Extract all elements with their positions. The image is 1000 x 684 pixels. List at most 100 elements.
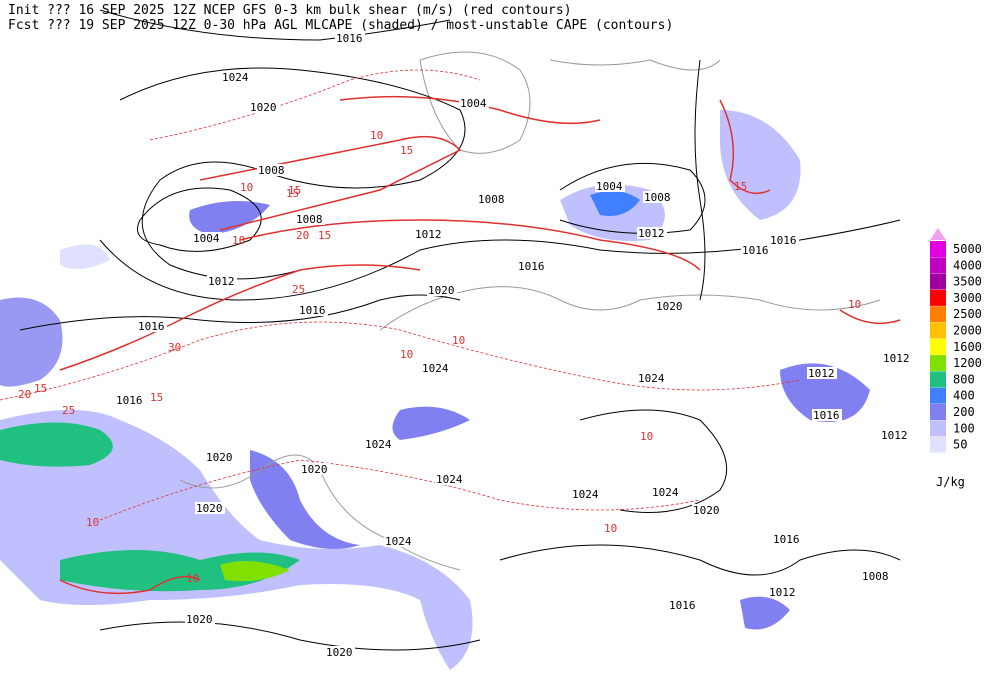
label-bg xyxy=(300,463,330,475)
label-bg xyxy=(295,213,325,225)
label-bg xyxy=(427,284,457,296)
pressure-label: 1008 xyxy=(478,193,505,206)
pressure-label: 1024 xyxy=(222,71,249,84)
legend-label: 3000 xyxy=(953,291,982,305)
label-bg xyxy=(364,438,394,450)
pressure-label: 1020 xyxy=(656,300,683,313)
label-bg xyxy=(517,260,547,272)
pressure-label: 1024 xyxy=(365,438,392,451)
pressure-label: 1016 xyxy=(770,234,797,247)
label-bg xyxy=(861,570,891,582)
label-bg xyxy=(325,646,355,658)
legend-swatch xyxy=(930,306,946,323)
label-bg xyxy=(651,486,681,498)
pressure-label: 1012 xyxy=(638,227,665,240)
pressure-label: 1008 xyxy=(296,213,323,226)
pressure-label: 1012 xyxy=(208,275,235,288)
label-bg xyxy=(571,488,601,500)
pressure-label: 1020 xyxy=(693,504,720,517)
legend-label: 5000 xyxy=(953,242,982,256)
legend-label: 200 xyxy=(953,405,975,419)
pressure-label: 1024 xyxy=(638,372,665,385)
label-bg xyxy=(477,193,507,205)
header-init: Init ??? 16 SEP 2025 12Z NCEP GFS 0-3 km… xyxy=(8,3,572,18)
pressure-label: 1016 xyxy=(742,244,769,257)
legend-swatch xyxy=(930,289,946,306)
shear-label: 15 xyxy=(286,187,299,200)
legend-swatch xyxy=(930,420,946,437)
label-bg xyxy=(741,244,771,256)
shear-label: 10 xyxy=(640,430,653,443)
pressure-label: 1020 xyxy=(326,646,353,659)
label-bg xyxy=(692,504,722,516)
pressure-label: 1020 xyxy=(301,463,328,476)
pressure-label: 1016 xyxy=(518,260,545,273)
pressure-label: 1016 xyxy=(773,533,800,546)
shear-label: 10 xyxy=(452,334,465,347)
shear-label: 10 xyxy=(848,298,861,311)
pressure-label: 1012 xyxy=(881,429,908,442)
pressure-label: 1012 xyxy=(769,586,796,599)
label-bg xyxy=(205,451,235,463)
pressure-label: 1004 xyxy=(596,180,623,193)
label-bg xyxy=(812,409,842,421)
cape-shading xyxy=(0,110,870,670)
label-bg xyxy=(435,473,465,485)
label-bg xyxy=(880,429,910,441)
label-bg xyxy=(637,227,667,239)
shear-label: 15 xyxy=(318,229,331,242)
pressure-label: 1012 xyxy=(808,367,835,380)
shear-label: 10 xyxy=(232,234,245,247)
pressure-label: 1016 xyxy=(813,409,840,422)
pressure-label: 1020 xyxy=(196,502,223,515)
pressure-label: 1016 xyxy=(669,599,696,612)
pressure-label: 1016 xyxy=(336,32,363,45)
pressure-label: 1020 xyxy=(186,613,213,626)
label-bg xyxy=(655,300,685,312)
legend-label: 3500 xyxy=(953,275,982,289)
shear-label: 15 xyxy=(150,391,163,404)
shear-label: 25 xyxy=(62,404,75,417)
shear-label: 10 xyxy=(240,181,253,194)
pressure-label: 1008 xyxy=(644,191,671,204)
legend-swatch xyxy=(930,371,946,388)
label-bg xyxy=(414,228,444,240)
legend-label: 400 xyxy=(953,389,975,403)
shear-label: 10 xyxy=(186,572,199,585)
label-bg xyxy=(882,352,912,364)
legend-swatch xyxy=(930,338,946,355)
shear-label: 10 xyxy=(400,348,413,361)
pressure-label: 1024 xyxy=(652,486,679,499)
pressure-label: 1020 xyxy=(206,451,233,464)
legend-label: 50 xyxy=(953,438,967,452)
shear-label: 15 xyxy=(734,180,747,193)
shear-label: 10 xyxy=(604,522,617,535)
shear-contours xyxy=(59,95,901,595)
label-bg xyxy=(637,372,667,384)
legend-label: 100 xyxy=(953,421,975,435)
legend-label: 1200 xyxy=(953,356,982,370)
legend-unit: J/kg xyxy=(936,475,965,489)
label-bg xyxy=(772,533,802,545)
shear-label: 25 xyxy=(292,283,305,296)
pressure-label: 1024 xyxy=(436,473,463,486)
legend-swatch xyxy=(930,436,946,453)
label-bg xyxy=(768,586,798,598)
pressure-label: 1020 xyxy=(428,284,455,297)
label-bg xyxy=(195,502,225,514)
shear-label: 15 xyxy=(288,184,301,197)
legend-swatch xyxy=(930,404,946,420)
label-bg xyxy=(769,234,799,246)
label-bg xyxy=(384,535,414,547)
legend-label: 2000 xyxy=(953,324,982,338)
shear-label: 20 xyxy=(18,388,31,401)
shear-contours-dashed xyxy=(0,69,801,521)
legend-swatch xyxy=(930,257,946,274)
pressure-label: 1024 xyxy=(422,362,449,375)
legend-swatch xyxy=(930,273,946,290)
shear-label: 20 xyxy=(296,229,309,242)
label-bg xyxy=(185,613,215,625)
pressure-label: 1016 xyxy=(138,320,165,333)
pressure-label: 1012 xyxy=(883,352,910,365)
